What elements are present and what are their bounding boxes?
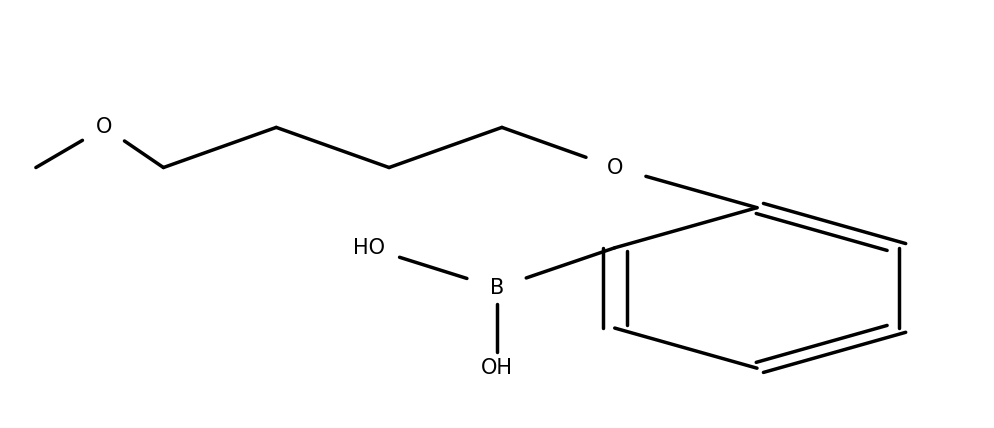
Text: HO: HO xyxy=(354,238,386,258)
Text: OH: OH xyxy=(481,358,513,378)
Text: O: O xyxy=(96,117,112,137)
Text: B: B xyxy=(490,278,504,298)
Text: O: O xyxy=(606,158,623,178)
